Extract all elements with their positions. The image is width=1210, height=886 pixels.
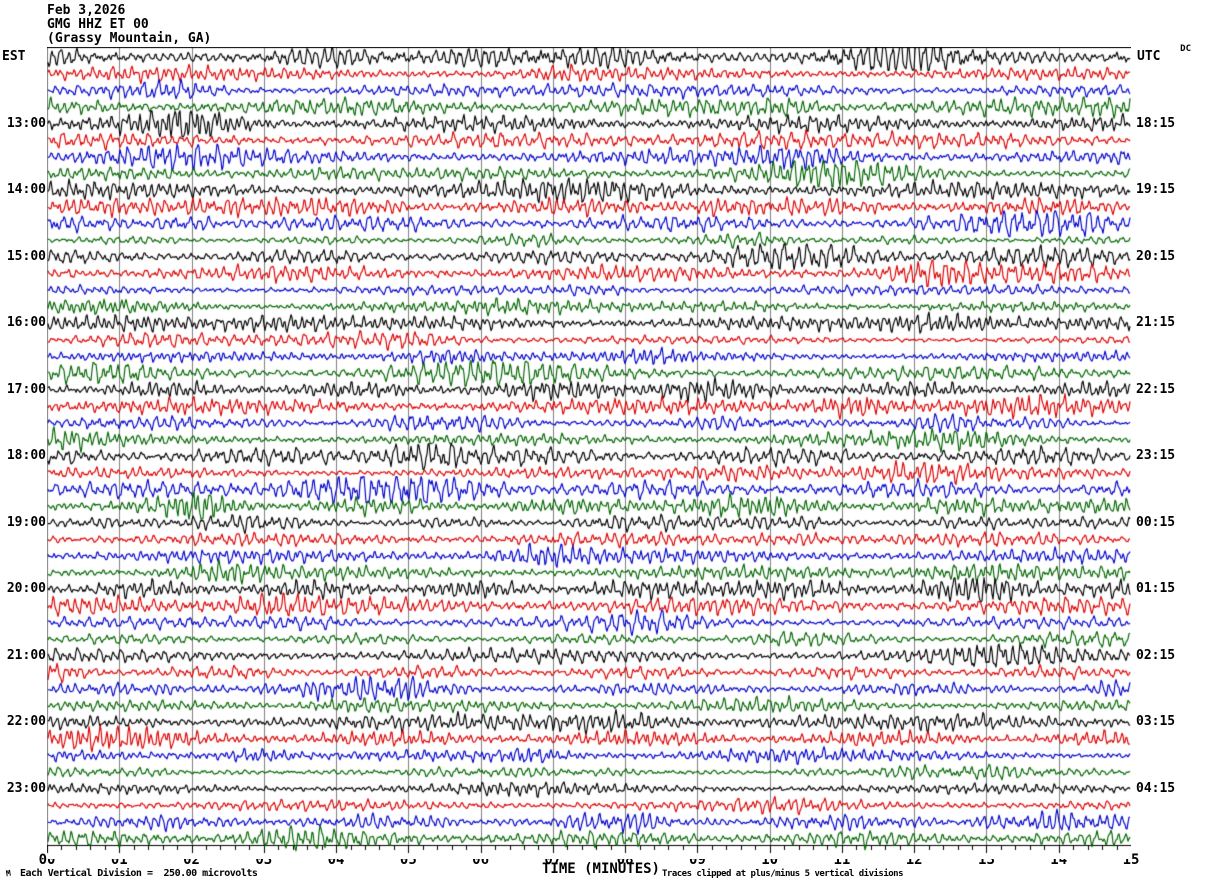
scale-note: Each Vertical Division = 250.00 microvol… [20,868,258,879]
dc-column-header: DC [1180,44,1191,54]
header-date: Feb 3,2026 [47,3,126,18]
utc-hour-label: 02:15 [1136,647,1176,663]
utc-hour-label: 03:15 [1136,714,1176,730]
utc-hour-label: 23:15 [1136,448,1176,464]
seismogram-plot [47,47,1131,859]
clip-note: Traces clipped at plus/minus 5 vertical … [662,869,904,879]
x-axis-title: TIME (MINUTES) [541,861,660,877]
utc-hour-label: 19:15 [1136,182,1176,198]
utc-hour-label: 20:15 [1136,248,1176,264]
utc-hour-label: 22:15 [1136,381,1176,397]
est-hour-label: 13:00 [6,115,46,131]
est-hour-label: 20:00 [6,581,46,597]
utc-hour-label: 04:15 [1136,780,1176,796]
corner-mark: M [5,868,12,879]
est-hour-label: 21:00 [6,647,46,663]
est-hour-label: 23:00 [6,780,46,796]
left-axis-header: EST [2,49,26,64]
utc-hour-label: 00:15 [1136,514,1176,530]
est-hour-label: 17:00 [6,381,46,397]
est-hour-label: 18:00 [6,448,46,464]
utc-hour-label: 01:15 [1136,581,1176,597]
header-station: GMG HHZ ET 00 [47,17,149,32]
est-hour-label: 14:00 [6,182,46,198]
est-hour-label: 16:00 [6,315,46,331]
est-hour-label: 15:00 [6,248,46,264]
utc-hour-label: 18:15 [1136,115,1176,131]
est-hour-label: 22:00 [6,714,46,730]
right-axis-header: UTC [1137,49,1161,64]
utc-hour-label: 21:15 [1136,315,1176,331]
est-hour-label: 19:00 [6,514,46,530]
header-location: (Grassy Mountain, GA) [47,31,212,46]
